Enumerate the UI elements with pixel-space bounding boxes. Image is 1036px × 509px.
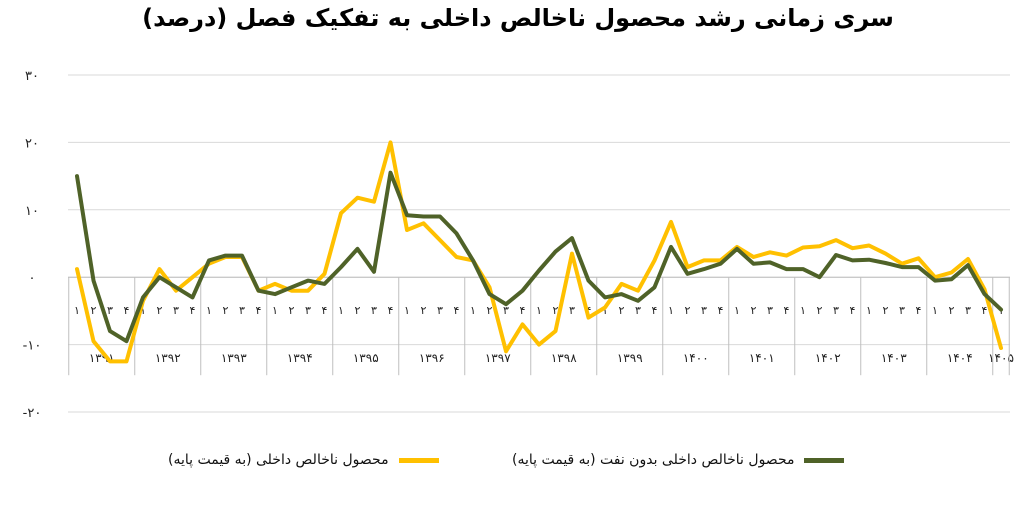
quarter-label: ۲ <box>355 304 361 317</box>
quarter-label: ۴ <box>652 304 658 317</box>
quarter-label: ۴ <box>520 304 526 317</box>
quarter-label: ۳ <box>503 304 509 317</box>
year-label: ۱۴۰۰ <box>683 351 709 365</box>
quarter-label: ۴ <box>718 304 724 317</box>
series-line-gdp <box>75 140 1003 364</box>
quarter-label: ۱ <box>668 304 674 317</box>
y-tick-label: ۲۰ <box>25 136 39 151</box>
quarter-label: ۳ <box>569 304 575 317</box>
quarter-label: ۴ <box>190 304 196 317</box>
quarter-label: ۳ <box>239 304 245 317</box>
quarter-label: ۴ <box>916 304 922 317</box>
quarter-label: ۴ <box>256 304 262 317</box>
y-tick-label: ۳۰ <box>25 69 39 84</box>
quarter-label: ۱ <box>932 304 938 317</box>
quarter-label: ۱ <box>470 304 476 317</box>
quarter-label: ۲ <box>883 304 889 317</box>
quarter-label: ۴ <box>784 304 790 317</box>
year-label: ۱۳۹۵ <box>353 351 379 365</box>
quarter-label: ۲ <box>91 304 97 317</box>
quarter-label: ۳ <box>899 304 905 317</box>
legend: محصول ناخالص داخلی بدون نفت (به قیمت پای… <box>0 452 1036 482</box>
legend-item-gdp-non-oil: محصول ناخالص داخلی بدون نفت (به قیمت پای… <box>512 452 845 468</box>
quarter-label: ۱ <box>272 304 278 317</box>
quarter-label: ۱ <box>206 304 212 317</box>
quarter-label: ۴ <box>850 304 856 317</box>
y-tick-label: -۱۰ <box>23 339 42 354</box>
quarter-label: ۳ <box>371 304 377 317</box>
legend-label-gdp: محصول ناخالص داخلی (به قیمت پایه) <box>168 452 389 468</box>
quarter-label: ۳ <box>965 304 971 317</box>
quarter-label: ۱ <box>140 304 146 317</box>
quarter-label: ۱ <box>338 304 344 317</box>
series-line-gdp-non-oil <box>75 170 1003 344</box>
quarter-label: ۱ <box>404 304 410 317</box>
legend-item-gdp: محصول ناخالص داخلی (به قیمت پایه) <box>168 452 439 468</box>
quarter-label: ۴ <box>454 304 460 317</box>
year-label: ۱۴۰۵ <box>988 351 1014 365</box>
quarter-label: ۱ <box>74 304 80 317</box>
quarter-label: ۳ <box>437 304 443 317</box>
year-label: ۱۳۹۷ <box>485 351 511 365</box>
quarter-label: ۲ <box>421 304 427 317</box>
year-label: ۱۳۹۹ <box>617 351 643 365</box>
y-tick-label: ۱۰ <box>25 204 39 219</box>
quarter-label: ۲ <box>751 304 757 317</box>
quarter-label: ۲ <box>223 304 229 317</box>
quarter-label: ۲ <box>949 304 955 317</box>
year-label: ۱۳۹۶ <box>419 351 445 365</box>
quarter-label: ۴ <box>322 304 328 317</box>
y-tick-label: -۲۰ <box>23 406 42 421</box>
series-lines <box>75 140 1003 364</box>
quarter-label: ۴ <box>982 304 988 317</box>
quarter-label: ۱ <box>734 304 740 317</box>
quarter-label: ۲ <box>289 304 295 317</box>
quarter-label: ۲ <box>817 304 823 317</box>
quarter-label: ۳ <box>833 304 839 317</box>
quarter-label: ۳ <box>107 304 113 317</box>
quarter-label: ۳ <box>305 304 311 317</box>
y-tick-label: ۰ <box>29 271 36 286</box>
gridlines <box>68 74 1010 413</box>
quarter-label: ۴ <box>388 304 394 317</box>
quarter-label: ۴ <box>124 304 130 317</box>
quarter-label: ۳ <box>701 304 707 317</box>
quarter-label: ۳ <box>767 304 773 317</box>
chart-title: سری زمانی رشد محصول ناخالص داخلی به تفکی… <box>142 4 894 32</box>
quarter-label: ۲ <box>619 304 625 317</box>
quarter-label: ۱ <box>800 304 806 317</box>
legend-swatch-gdp <box>398 457 439 463</box>
quarter-label: ۱ <box>536 304 542 317</box>
quarter-label: ۱ <box>866 304 872 317</box>
year-label: ۱۳۹۲ <box>155 351 181 365</box>
legend-swatch-gdp-non-oil <box>804 457 845 463</box>
year-label: ۱۴۰۴ <box>947 351 973 365</box>
legend-label-gdp-non-oil: محصول ناخالص داخلی بدون نفت (به قیمت پای… <box>512 452 795 468</box>
y-axis: ۳۰ ۲۰ ۱۰ ۰ -۱۰ -۲۰ <box>23 69 42 421</box>
year-label: ۱۴۰۳ <box>881 351 907 365</box>
quarter-label: ۲ <box>685 304 691 317</box>
year-label: ۱۴۰۱ <box>749 351 775 365</box>
quarter-label: ۲ <box>157 304 163 317</box>
quarter-label: ۲ <box>487 304 493 317</box>
year-label: ۱۳۹۳ <box>221 351 247 365</box>
year-label: ۱۴۰۲ <box>815 351 841 365</box>
quarter-label: ۳ <box>635 304 641 317</box>
quarter-label: ۲ <box>553 304 559 317</box>
year-label: ۱۳۹۸ <box>551 351 577 365</box>
year-label: ۱۳۹۴ <box>287 351 313 365</box>
quarter-label: ۱ <box>602 304 608 317</box>
quarter-label: ۳ <box>173 304 179 317</box>
